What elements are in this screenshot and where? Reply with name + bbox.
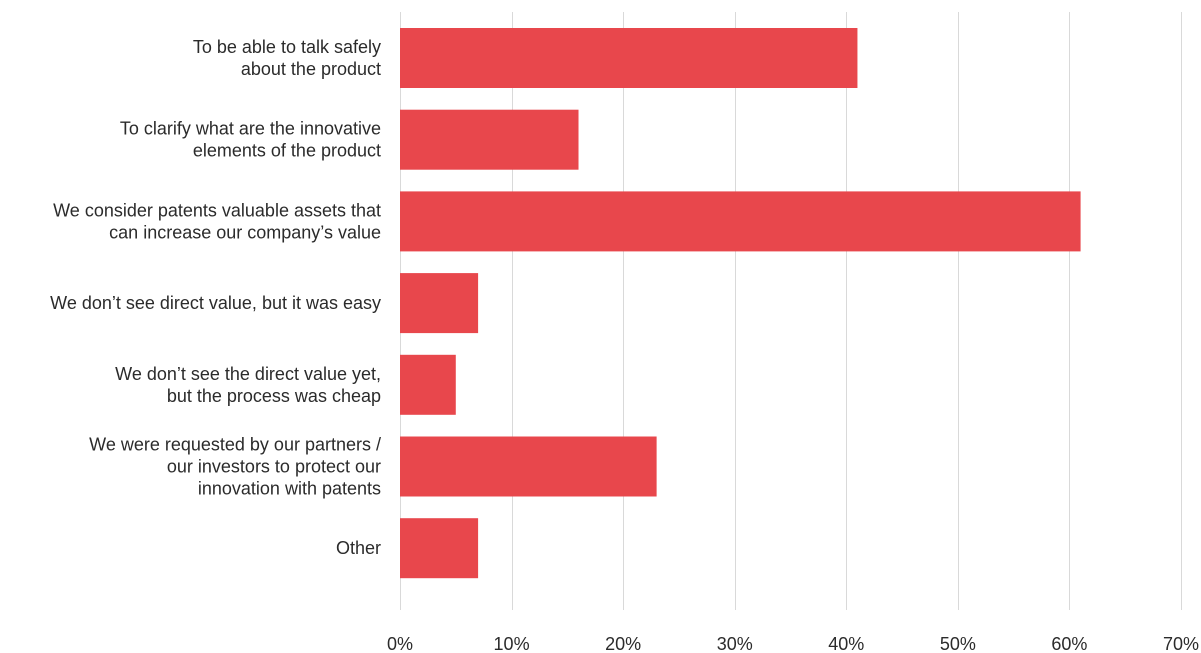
- x-tick-label: 30%: [717, 634, 753, 653]
- x-tick-label: 60%: [1051, 634, 1087, 653]
- category-label: We don’t see the direct value yet, but th…: [115, 364, 381, 406]
- x-tick-label: 70%: [1163, 634, 1199, 653]
- category-label: We don’t see direct value, but it was ea…: [50, 293, 381, 313]
- x-tick-label: 20%: [605, 634, 641, 653]
- x-axis-tick-labels: 0% 10% 20% 30% 40% 50% 60% 70%: [387, 634, 1199, 653]
- bar: [400, 518, 479, 579]
- category-label: To be able to talk safely about the produ…: [193, 37, 381, 79]
- category-label: To clarify what are the innovative elemen…: [120, 119, 381, 161]
- bars: [400, 28, 1081, 579]
- gridlines: [400, 12, 1182, 610]
- category-labels: To be able to talk safely about the produ…: [50, 37, 381, 558]
- x-tick-label: 10%: [494, 634, 530, 653]
- bar: [400, 436, 657, 497]
- bar: [400, 191, 1081, 252]
- category-label: Other: [336, 538, 381, 558]
- x-tick-label: 40%: [828, 634, 864, 653]
- bar: [400, 109, 579, 170]
- x-tick-label: 50%: [940, 634, 976, 653]
- x-tick-label: 0%: [387, 634, 413, 653]
- bar: [400, 354, 456, 415]
- bar: [400, 28, 858, 88]
- bar: [400, 273, 479, 334]
- category-label: We were requested by our partners / our i…: [89, 435, 381, 499]
- category-label: We consider patents valuable assets that…: [53, 200, 381, 242]
